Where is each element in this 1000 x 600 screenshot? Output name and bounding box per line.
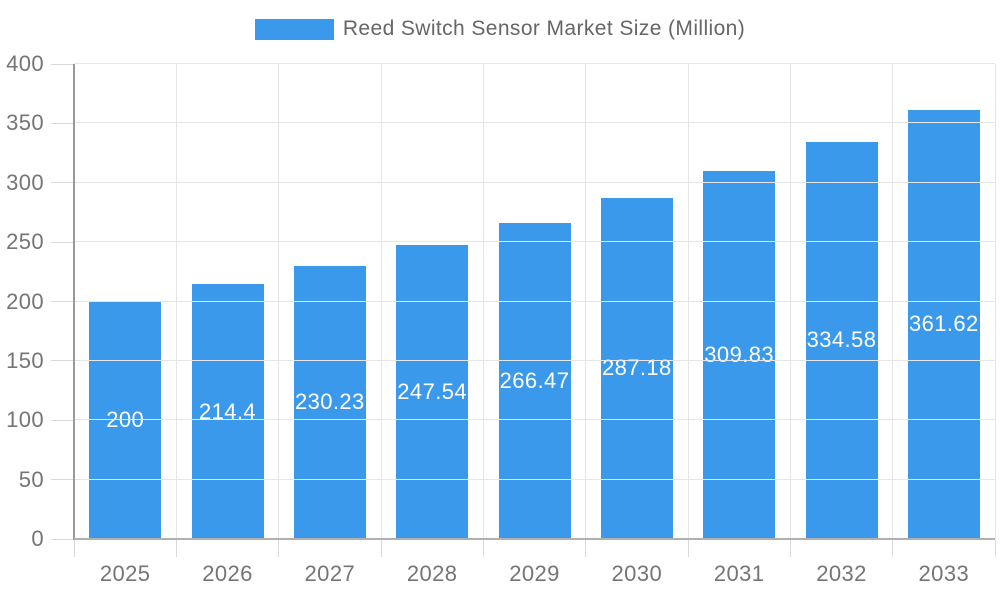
x-tick-label-2027: 2027 xyxy=(304,561,356,586)
y-tick-mark xyxy=(51,241,74,243)
x-tick-label-2032: 2032 xyxy=(816,561,867,586)
x-tick-mark xyxy=(482,540,484,557)
y-tick-mark xyxy=(51,301,74,302)
y-tick-mark xyxy=(51,182,74,184)
bar-value-label: 287.18 xyxy=(601,355,672,381)
x-tick-label-2029: 2029 xyxy=(509,561,560,586)
legend-swatch xyxy=(254,18,334,40)
bar-value-label: 361.62 xyxy=(908,311,979,337)
y-tick-label: 200 xyxy=(6,288,44,314)
x-tick-label-2033: 2033 xyxy=(918,561,970,586)
y-tick-label: 250 xyxy=(6,229,44,255)
x-tick-mark xyxy=(73,540,75,557)
y-tick-label: 150 xyxy=(6,347,44,373)
bar-2031[interactable]: 309.83 xyxy=(703,171,776,539)
bar-value-label: 247.54 xyxy=(397,379,467,404)
x-tick-mark xyxy=(994,540,996,557)
y-tick-label: 350 xyxy=(6,110,44,136)
y-tick-mark xyxy=(51,419,74,421)
chart-legend: Reed Switch Sensor Market Size (Million) xyxy=(0,17,1000,41)
x-tick-mark xyxy=(380,540,382,557)
y-tick-mark xyxy=(51,122,74,124)
y-tick-label: 100 xyxy=(6,407,44,433)
x-tick-label-2028: 2028 xyxy=(406,561,458,586)
bar-value-label: 230.23 xyxy=(294,389,365,415)
bar-value-label: 266.47 xyxy=(499,367,570,393)
y-tick-mark xyxy=(51,360,74,362)
y-tick-label: 300 xyxy=(6,169,44,195)
x-tick-mark xyxy=(687,540,689,557)
legend-item-market-size[interactable]: Reed Switch Sensor Market Size (Million) xyxy=(254,17,746,41)
bar-2027[interactable]: 230.23 xyxy=(293,265,366,539)
y-tick-mark xyxy=(51,63,74,65)
y-tick-label: 0 xyxy=(31,526,44,551)
bar-value-label: 200 xyxy=(106,407,145,433)
bar-value-label: 309.83 xyxy=(704,342,774,368)
bar-2030[interactable]: 287.18 xyxy=(600,197,673,539)
y-tick-label: 50 xyxy=(18,466,44,492)
x-tick-mark xyxy=(175,540,177,557)
y-tick-label: 400 xyxy=(6,51,44,76)
x-tick-mark xyxy=(789,540,791,557)
bar-2026[interactable]: 214.4 xyxy=(191,284,264,539)
x-axis-line xyxy=(74,538,995,540)
legend-label: Reed Switch Sensor Market Size (Million) xyxy=(342,17,746,40)
y-tick-mark xyxy=(51,479,74,481)
x-tick-mark xyxy=(278,540,280,557)
x-tick-label-2025: 2025 xyxy=(99,561,151,586)
x-tick-label-2030: 2030 xyxy=(611,561,663,586)
bar-value-label: 214.4 xyxy=(198,398,257,424)
bar-2028[interactable]: 247.54 xyxy=(396,245,469,539)
bar-2033[interactable]: 361.62 xyxy=(907,109,980,539)
bar-value-label: 334.58 xyxy=(806,327,877,353)
bar-2032[interactable]: 334.58 xyxy=(805,141,878,539)
bar-2025[interactable]: 200 xyxy=(89,301,162,539)
bar-2029[interactable]: 266.47 xyxy=(498,222,571,539)
x-tick-mark xyxy=(585,540,587,557)
x-tick-label-2031: 2031 xyxy=(713,561,765,586)
y-axis-line xyxy=(73,64,75,540)
x-tick-label-2026: 2026 xyxy=(202,561,253,586)
plot-area: 200 214.4 230.23 247.54 266.47 287.18 309.83 33… xyxy=(74,64,995,539)
x-tick-mark xyxy=(892,540,894,557)
y-tick-mark xyxy=(51,538,74,540)
